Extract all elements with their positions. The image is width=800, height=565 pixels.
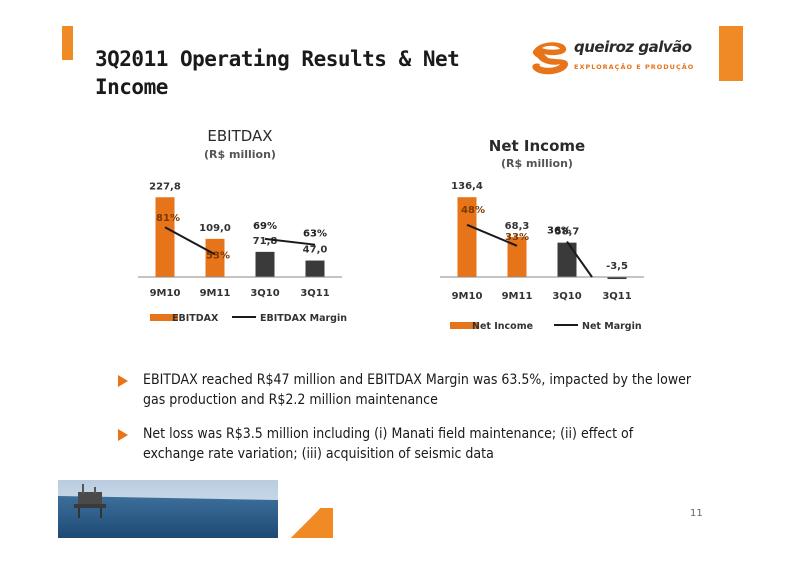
legend-label-bars: Net Income (472, 321, 533, 332)
bar-3q10 (557, 242, 577, 277)
bar-3q10 (255, 251, 275, 277)
bullet-list: EBITDAX reached R$47 million and EBITDAX… (118, 370, 698, 478)
footer-accent-stripe (278, 508, 333, 538)
page-number: 11 (690, 508, 703, 519)
margin-value-label: 36% (547, 226, 571, 237)
queiroz-galvao-logo-icon (532, 42, 568, 75)
margin-value-label: 69% (253, 221, 277, 232)
bar-value-label: 71,8 (253, 236, 278, 247)
margin-value-label: 33% (505, 232, 529, 243)
net-income-chart: Net Income (R$ million) 136,4 9M10 68,3 9M1… (430, 130, 660, 340)
bar-9m11 (507, 237, 527, 277)
bar-3q11 (305, 260, 325, 277)
chart-subtitle: (R$ million) (204, 148, 276, 161)
x-tick-label: 9M11 (502, 291, 533, 302)
offshore-platform-photo (58, 480, 278, 538)
bar-9m10 (155, 197, 175, 277)
net-income-chart-svg: Net Income (R$ million) 136,4 9M10 68,3 9M1… (440, 137, 644, 332)
bar-value-label: 47,0 (303, 245, 328, 256)
x-tick-label: 3Q10 (552, 291, 581, 302)
x-tick-label: 9M11 (200, 288, 231, 299)
bar-value-label: -3,5 (606, 261, 628, 272)
legend-label-bars: EBITDAX (172, 313, 219, 324)
x-tick-label: 3Q11 (300, 288, 329, 299)
bar-value-label: 136,4 (451, 181, 483, 192)
x-tick-label: 9M10 (452, 291, 483, 302)
bullet-text: EBITDAX reached R$47 million and EBITDAX… (143, 372, 692, 408)
slide-title: 3Q2011 Operating Results & Net Income (95, 47, 460, 99)
company-logo: queiroz galvão EXPLORAÇÃO E PRODUÇÃO (530, 38, 710, 80)
margin-value-label: 63% (303, 229, 327, 240)
bullet-text: Net loss was R$3.5 million including (i)… (143, 426, 634, 462)
bar-value-label: 109,0 (199, 223, 231, 234)
margin-line-segment (264, 237, 316, 246)
chart-title: EBITDAX (207, 127, 272, 145)
bar-9m11 (205, 238, 225, 277)
margin-value-label: 48% (461, 205, 485, 216)
logo-name: queiroz galvão (574, 38, 692, 56)
logo-subtitle: EXPLORAÇÃO E PRODUÇÃO (574, 63, 695, 71)
bullet-arrow-icon (118, 429, 128, 441)
legend-label-line: Net Margin (582, 321, 642, 332)
title-accent-bar (62, 26, 73, 60)
bar-value-label: 227,8 (149, 181, 181, 192)
logo-accent-bar (719, 26, 743, 81)
ebitdax-chart-svg: EBITDAX (R$ million) 227,8 9M10 109,0 9M11 7… (138, 127, 347, 324)
bar-9m10 (457, 197, 477, 277)
margin-value-label: 81% (156, 213, 180, 224)
bullet-item: Net loss was R$3.5 million including (i)… (118, 424, 698, 464)
legend-bar-swatch (450, 322, 478, 329)
margin-line-segment (466, 223, 518, 247)
ebitdax-chart: EBITDAX (R$ million) 227,8 9M10 109,0 9M11 7… (130, 120, 360, 330)
bar-value-label: 68,3 (505, 221, 530, 232)
legend-bar-swatch (150, 314, 178, 321)
x-tick-label: 3Q11 (602, 291, 631, 302)
bullet-item: EBITDAX reached R$47 million and EBITDAX… (118, 370, 698, 410)
margin-value-label: 53% (206, 250, 230, 261)
chart-title: Net Income (489, 137, 585, 155)
chart-subtitle: (R$ million) (501, 157, 573, 170)
margin-line-segment (164, 226, 216, 256)
bar-3q11 (607, 277, 627, 280)
bullet-arrow-icon (118, 375, 128, 387)
x-tick-label: 9M10 (150, 288, 181, 299)
margin-line-segment (566, 241, 593, 278)
bar-value-label: 58,7 (555, 227, 580, 238)
x-tick-label: 3Q10 (250, 288, 279, 299)
legend-label-line: EBITDAX Margin (260, 313, 347, 324)
offshore-platform-image (58, 480, 278, 538)
